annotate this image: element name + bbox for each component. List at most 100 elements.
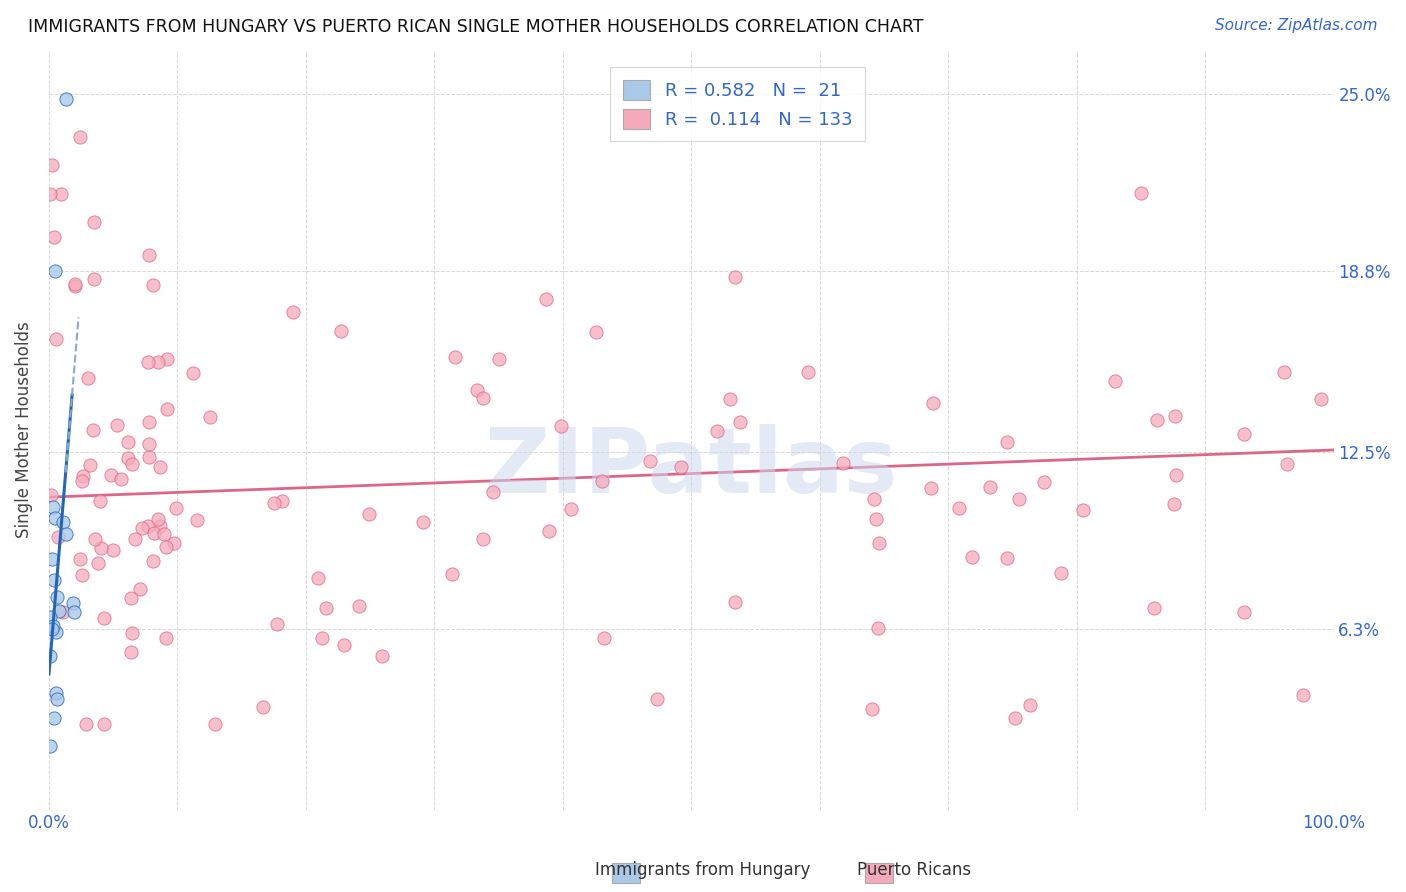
Point (270, 493, 292, 508)
Point (488, 351, 510, 366)
Point (1129, 186, 1152, 200)
Point (93, 611, 115, 625)
Point (72, 469, 94, 483)
Point (63, 279, 86, 293)
Point (266, 617, 288, 632)
Point (204, 716, 226, 731)
Point (44, 229, 66, 244)
Point (38, 610, 60, 624)
Point (706, 424, 728, 438)
Point (46, 692, 69, 706)
Point (647, 692, 669, 706)
Point (143, 526, 166, 541)
Point (110, 472, 132, 486)
Point (593, 631, 616, 645)
Point (1233, 605, 1256, 619)
Point (995, 550, 1018, 565)
Text: Puerto Ricans: Puerto Ricans (856, 861, 972, 879)
Point (669, 459, 692, 474)
Legend: R = 0.582   N =  21, R =  0.114   N = 133: R = 0.582 N = 21, R = 0.114 N = 133 (610, 67, 865, 141)
Point (39, 186, 62, 201)
Point (44, 264, 66, 278)
Point (797, 365, 820, 379)
Point (138, 450, 160, 465)
Point (72, 474, 94, 488)
Point (138, 248, 160, 262)
Point (440, 567, 463, 582)
Point (730, 415, 752, 429)
Point (42, 619, 65, 633)
Point (38, 739, 60, 753)
Point (307, 571, 329, 585)
Point (1292, 688, 1315, 702)
Point (121, 457, 143, 471)
Point (1233, 427, 1256, 442)
Point (124, 533, 146, 547)
Point (41, 552, 63, 566)
Point (45, 624, 67, 639)
Point (1310, 392, 1333, 406)
Point (1050, 566, 1073, 580)
Point (46, 530, 69, 544)
Text: IMMIGRANTS FROM HUNGARY VS PUERTO RICAN SINGLE MOTHER HOUSEHOLDS CORRELATION CHA: IMMIGRANTS FROM HUNGARY VS PUERTO RICAN … (28, 18, 924, 36)
Point (87, 556, 110, 570)
Text: Source: ZipAtlas.com: Source: ZipAtlas.com (1215, 18, 1378, 33)
Point (83, 215, 105, 229)
Point (724, 269, 747, 284)
Point (149, 459, 172, 474)
Point (443, 350, 465, 364)
Point (62, 597, 84, 611)
Point (138, 437, 160, 451)
Point (1163, 497, 1185, 511)
Text: Immigrants from Hungary: Immigrants from Hungary (595, 861, 811, 879)
Point (90, 541, 112, 555)
Point (156, 352, 179, 367)
Point (136, 519, 159, 533)
Point (142, 278, 165, 293)
Point (472, 391, 495, 405)
Point (136, 354, 159, 368)
Point (1071, 503, 1094, 517)
Point (138, 415, 160, 429)
Point (591, 475, 613, 489)
Point (1032, 475, 1054, 490)
Point (42, 500, 65, 515)
Point (41, 488, 63, 502)
Point (75, 716, 97, 731)
Point (142, 554, 165, 568)
Point (920, 481, 942, 495)
Point (979, 480, 1001, 494)
Point (83, 272, 105, 286)
Point (948, 501, 970, 516)
Point (585, 325, 607, 339)
Point (42, 573, 65, 587)
Point (84, 532, 107, 546)
Point (79, 458, 101, 472)
Point (82, 423, 104, 437)
Point (45, 686, 67, 700)
Point (89, 494, 111, 508)
Point (153, 526, 176, 541)
Point (534, 292, 557, 306)
Point (101, 543, 124, 558)
Point (41, 622, 63, 636)
Point (131, 521, 153, 535)
Point (42, 711, 65, 725)
Point (146, 512, 169, 526)
Point (62, 606, 84, 620)
Point (181, 366, 204, 380)
Point (997, 435, 1019, 450)
Point (100, 468, 122, 483)
Point (1008, 491, 1031, 506)
Point (1164, 409, 1187, 423)
Point (120, 645, 142, 659)
Point (38, 649, 60, 664)
Point (560, 501, 582, 516)
Point (868, 621, 890, 635)
Point (155, 541, 177, 555)
Point (371, 648, 394, 663)
Point (330, 325, 353, 339)
Point (55, 527, 77, 541)
Point (69, 552, 91, 566)
Point (45, 333, 67, 347)
